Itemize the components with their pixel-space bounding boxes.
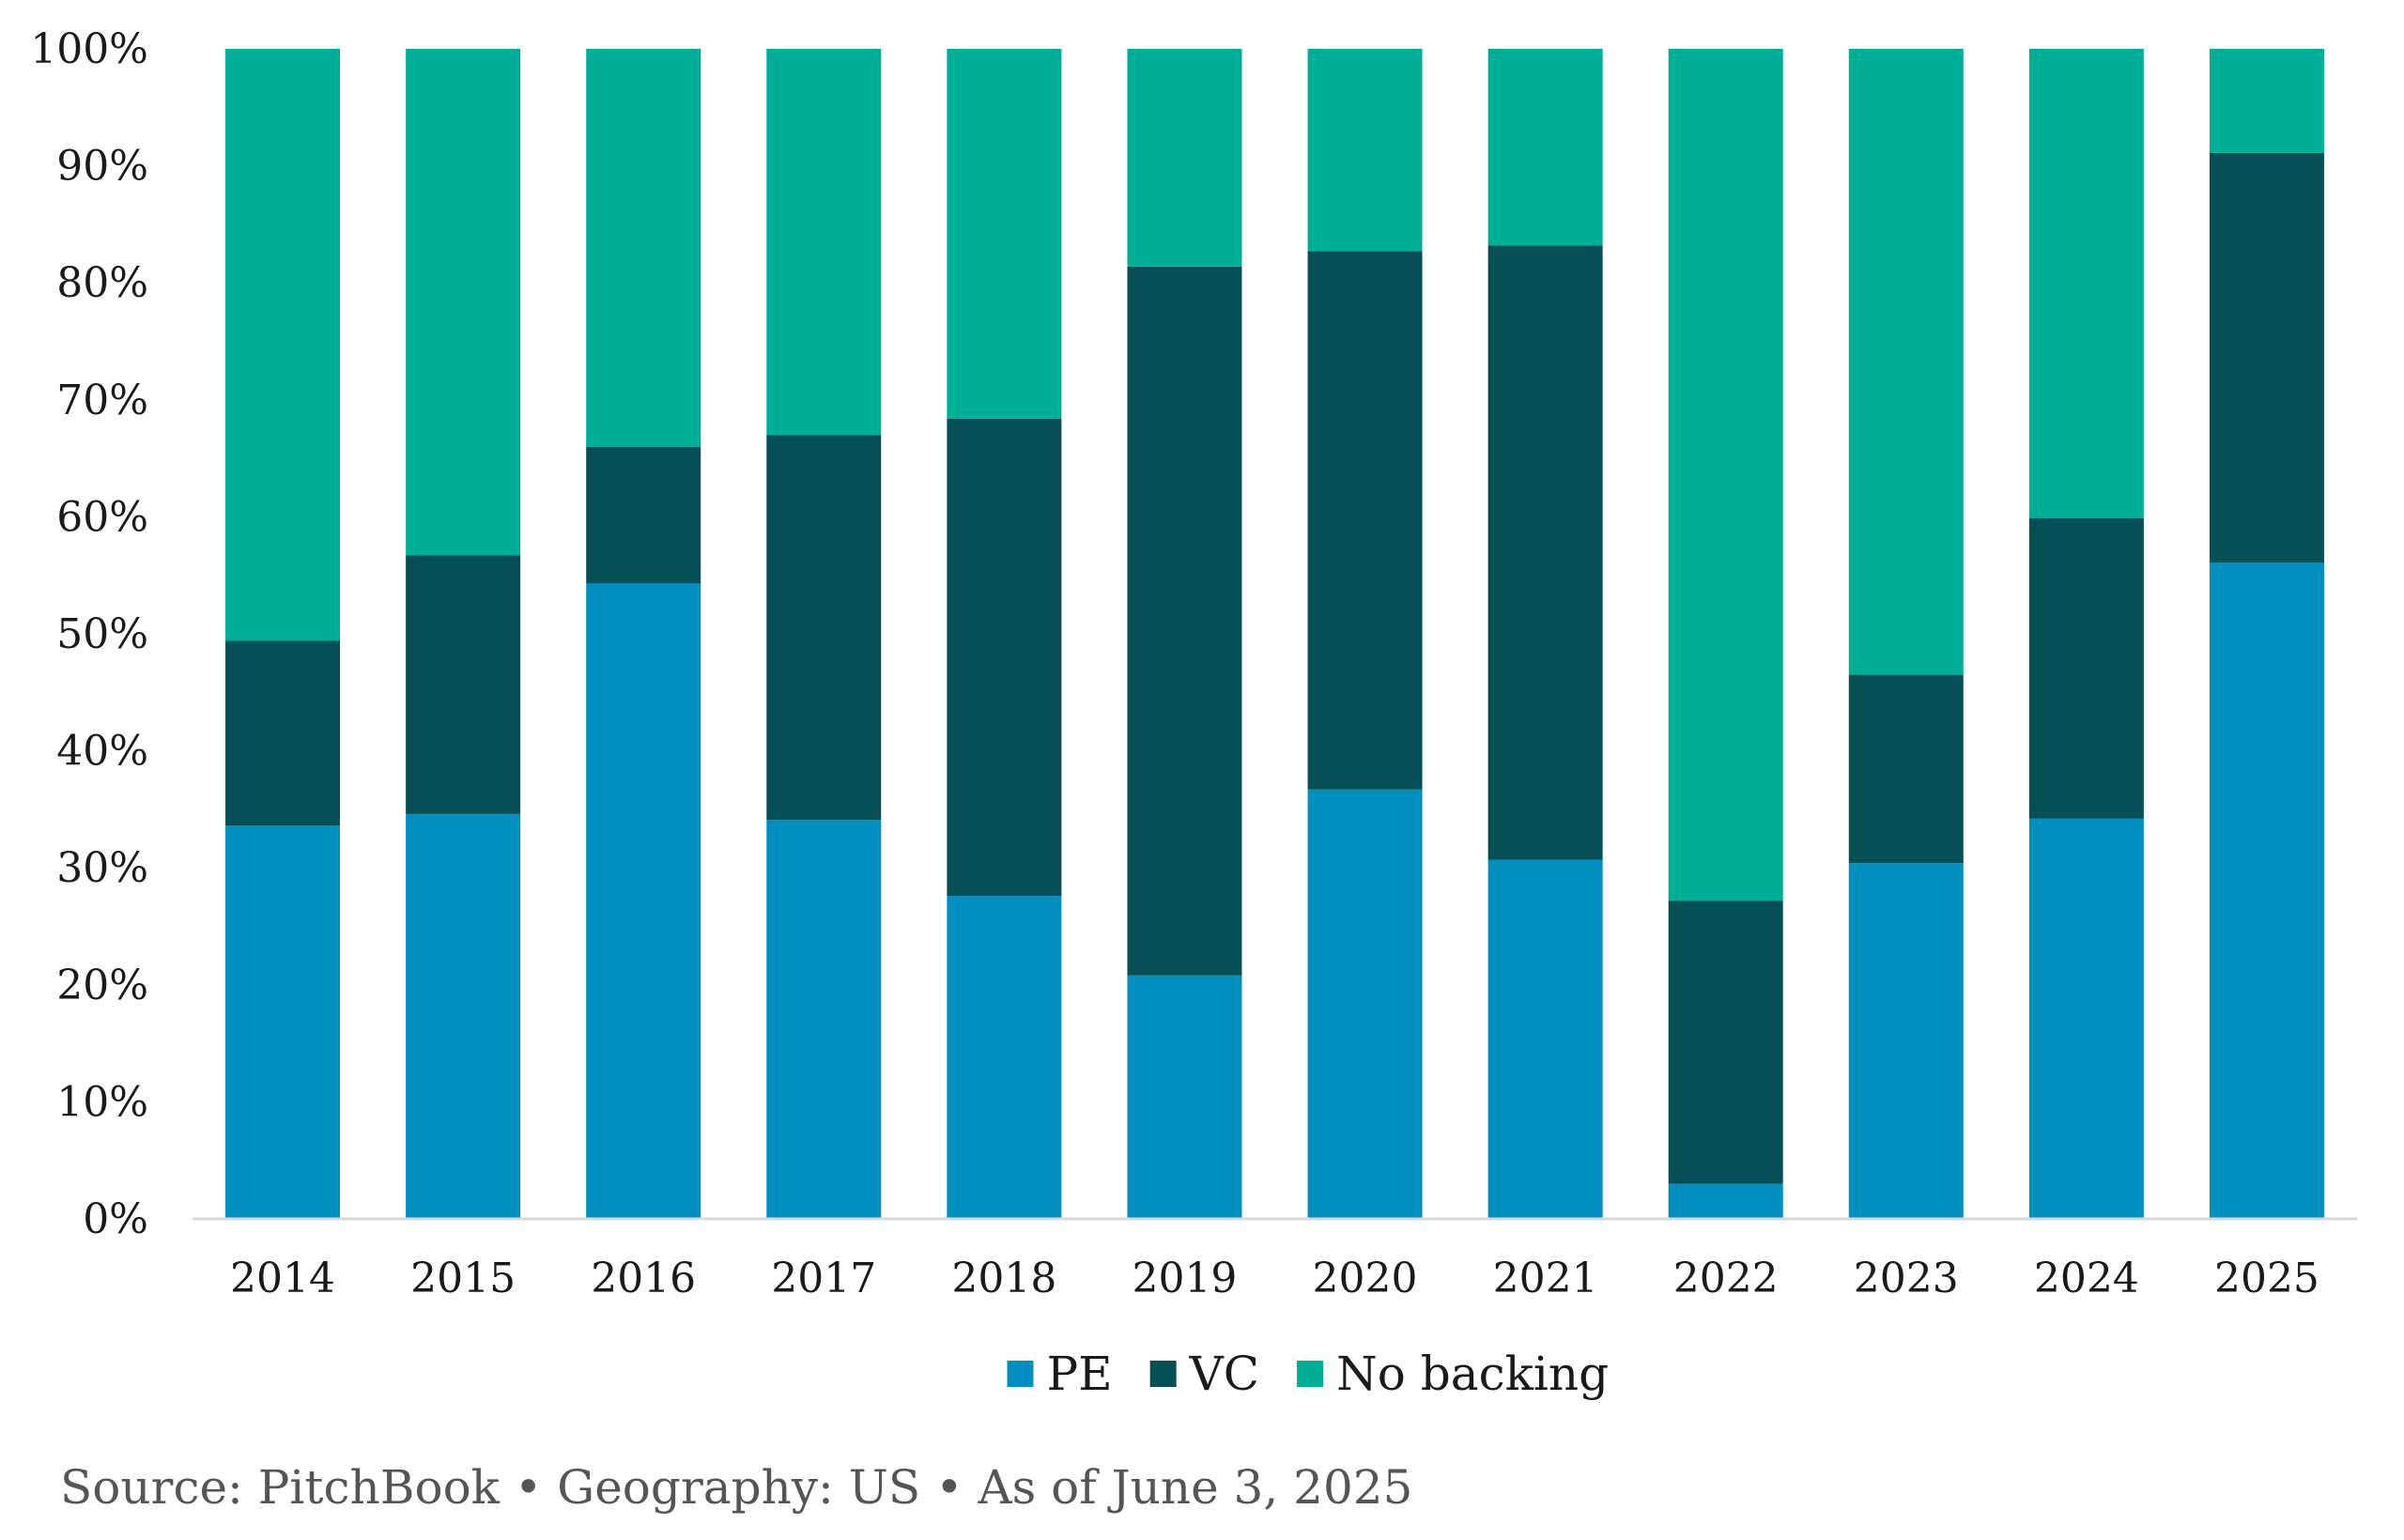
y-tick-label: 90% — [56, 143, 148, 191]
x-tick-label: 2017 — [771, 1255, 876, 1302]
bar-segment-vc-2018 — [947, 418, 1062, 897]
x-tick-label: 2025 — [2214, 1255, 2319, 1302]
bar-segment-pe-2025 — [2209, 562, 2324, 1219]
y-tick-label: 100% — [30, 25, 148, 73]
source-footnote: Source: PitchBook • Geography: US • As o… — [60, 1460, 1413, 1515]
bar-segment-no-backing-2025 — [2209, 49, 2324, 153]
bar-segment-vc-2021 — [1487, 245, 1603, 860]
x-tick-label: 2018 — [951, 1255, 1056, 1302]
bar-segment-vc-2015 — [406, 555, 521, 814]
y-tick-label: 30% — [56, 844, 148, 892]
bar-segment-vc-2017 — [766, 435, 882, 821]
bar-segment-vc-2020 — [1307, 251, 1423, 790]
bar-segment-no-backing-2019 — [1127, 49, 1242, 267]
legend-label: No backing — [1336, 1347, 1609, 1401]
legend-label: PE — [1047, 1347, 1113, 1401]
y-axis: 0% 10% 20% 30% 40% 50% 60% 70% 80% 90% 100% — [30, 25, 148, 1243]
legend-label: VC — [1189, 1347, 1259, 1401]
y-tick-label: 10% — [56, 1078, 148, 1126]
x-tick-label: 2014 — [230, 1255, 335, 1302]
bar-segment-pe-2020 — [1307, 789, 1423, 1219]
bar-segment-no-backing-2014 — [225, 49, 341, 641]
x-tick-label: 2021 — [1493, 1255, 1598, 1302]
x-axis: 2014 2015 2016 2017 2018 2019 2020 2021 2022 2023… — [230, 1255, 2319, 1302]
bar-segment-pe-2018 — [947, 896, 1062, 1219]
legend-swatch-vc — [1149, 1361, 1177, 1387]
bar-segment-pe-2021 — [1487, 859, 1603, 1219]
bar-segment-vc-2023 — [1848, 674, 1964, 864]
bar-segment-vc-2019 — [1127, 266, 1242, 976]
bar-segment-pe-2015 — [406, 813, 521, 1219]
bars-group — [225, 49, 2324, 1219]
bar-segment-pe-2024 — [2028, 818, 2144, 1219]
bar-segment-no-backing-2021 — [1487, 49, 1603, 246]
x-tick-label: 2023 — [1854, 1255, 1959, 1302]
legend-swatch-pe — [1007, 1361, 1034, 1387]
bar-segment-pe-2023 — [1848, 863, 1964, 1219]
bar-segment-vc-2025 — [2209, 152, 2324, 562]
bar-segment-vc-2024 — [2028, 517, 2144, 819]
bar-segment-pe-2016 — [586, 583, 701, 1219]
y-tick-label: 40% — [56, 728, 148, 776]
bar-segment-no-backing-2020 — [1307, 49, 1423, 252]
x-tick-label: 2019 — [1132, 1255, 1237, 1302]
bar-segment-no-backing-2018 — [947, 49, 1062, 419]
y-tick-label: 70% — [56, 377, 148, 424]
bar-segment-no-backing-2024 — [2028, 49, 2144, 518]
bar-segment-vc-2016 — [586, 446, 701, 584]
y-tick-label: 0% — [83, 1195, 148, 1243]
bar-segment-no-backing-2016 — [586, 49, 701, 447]
bar-segment-no-backing-2015 — [406, 49, 521, 556]
x-tick-label: 2024 — [2034, 1255, 2139, 1302]
bar-segment-pe-2017 — [766, 820, 882, 1219]
y-tick-label: 60% — [56, 493, 148, 541]
bar-segment-no-backing-2022 — [1668, 49, 1783, 901]
y-tick-label: 50% — [56, 610, 148, 658]
x-tick-label: 2022 — [1673, 1255, 1779, 1302]
bar-segment-pe-2019 — [1127, 975, 1242, 1219]
legend-swatch-no-backing — [1297, 1361, 1324, 1387]
x-tick-label: 2015 — [410, 1255, 516, 1302]
bar-segment-vc-2022 — [1668, 901, 1783, 1184]
y-tick-label: 20% — [56, 962, 148, 1009]
bar-segment-pe-2014 — [225, 825, 341, 1219]
x-tick-label: 2016 — [591, 1255, 696, 1302]
bar-segment-no-backing-2017 — [766, 49, 882, 436]
bar-segment-no-backing-2023 — [1848, 49, 1964, 675]
bar-segment-pe-2022 — [1668, 1183, 1783, 1219]
legend: PE VC No backing — [1007, 1347, 1609, 1401]
x-tick-label: 2020 — [1313, 1255, 1418, 1302]
bar-segment-vc-2014 — [225, 640, 341, 826]
y-tick-label: 80% — [56, 259, 148, 307]
